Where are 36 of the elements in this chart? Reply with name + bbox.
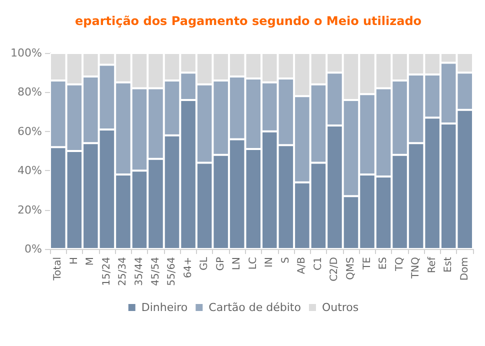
x-tick-label: Dom bbox=[459, 257, 470, 281]
x-tick-label: LN bbox=[232, 257, 243, 270]
x-tick-label: H bbox=[68, 257, 80, 265]
x-tick-label: LC bbox=[248, 256, 259, 270]
legend-label: Dinheiro bbox=[141, 301, 188, 314]
x-tick-label: Ref bbox=[426, 256, 438, 274]
y-tick-label: 80% bbox=[18, 86, 42, 99]
x-tick-label: M bbox=[85, 257, 96, 266]
x-tick-label: ES bbox=[378, 257, 390, 270]
x-tick-label: QMS bbox=[345, 257, 356, 280]
y-tick-label: 60% bbox=[18, 124, 42, 138]
chart-title: epartição dos Pagamento segundo o Meio utilizado bbox=[75, 14, 422, 28]
x-tick-label: C2/D bbox=[329, 256, 340, 282]
x-tick-label: 25/34 bbox=[118, 257, 129, 286]
legend-label: Outros bbox=[322, 301, 359, 314]
x-tick-label: S bbox=[280, 257, 292, 264]
x-tick-label: TNQ bbox=[410, 256, 422, 280]
x-tick-label: GL bbox=[199, 256, 210, 270]
legend-label: Cartão de débito bbox=[208, 301, 302, 314]
x-tick-label: TE bbox=[362, 257, 373, 270]
x-tick-label: 64+ bbox=[182, 257, 194, 278]
y-tick-label: 40% bbox=[18, 164, 42, 178]
x-tick-label: IN bbox=[264, 257, 276, 268]
x-tick-label: C1 bbox=[312, 257, 324, 270]
y-tick-label: 100% bbox=[10, 46, 42, 60]
y-tick-label: 0% bbox=[24, 242, 42, 256]
x-tick-label: 15/24 bbox=[101, 257, 112, 286]
x-tick-label: GP bbox=[215, 257, 226, 271]
x-tick-label: A/B bbox=[296, 256, 308, 274]
x-tick-label: 45/54 bbox=[150, 257, 162, 286]
x-tick-label: Total bbox=[52, 257, 64, 282]
x-tick-label: Est bbox=[443, 256, 454, 272]
x-tick-label: TQ bbox=[394, 256, 406, 272]
y-tick-label: 20% bbox=[18, 203, 42, 216]
x-tick-label: 35/44 bbox=[134, 257, 145, 286]
x-tick-label: 55/64 bbox=[166, 257, 178, 286]
